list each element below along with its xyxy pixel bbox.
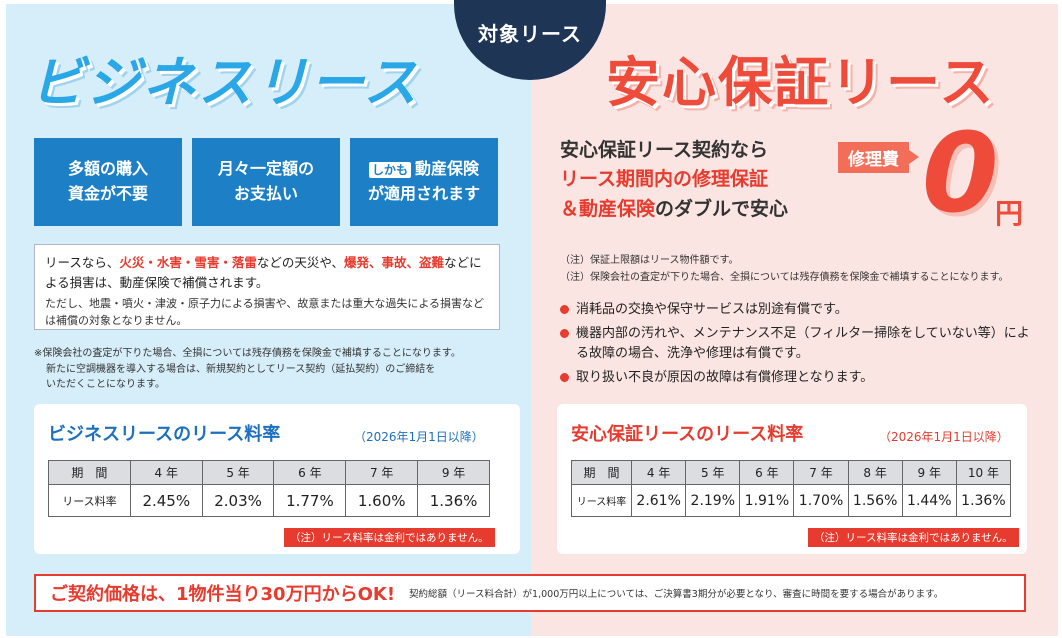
contract-price-note: 契約総額（リース料合計）が1,000万円以上については、ご決算書3期分が必要とな… bbox=[409, 589, 944, 600]
anshin-conditions-list: 消耗品の交換や保守サービスは別途有償です。 機器内部の汚れや、メンテナンス不足（… bbox=[560, 300, 1030, 393]
anshin-rate-table: 期 間 4 年 5 年 6 年 7 年 8 年 9 年 10 年 リース料率 2… bbox=[570, 460, 1012, 517]
anshin-lease-title: 安心保証リース bbox=[606, 51, 996, 114]
business-rate-title: ビジネスリースのリース料率 bbox=[48, 424, 281, 445]
list-item: 取り扱い不良が原因の故障は有償修理となります。 bbox=[560, 368, 1030, 388]
anshin-rate-card: 安心保証リースのリース料率 （2026年1月1日以降） 期 間 4 年 5 年 … bbox=[557, 404, 1027, 554]
business-rate-date: （2026年1月1日以降） bbox=[354, 430, 484, 444]
repair-cost-tag: 修理費 bbox=[838, 142, 919, 173]
feature-box-no-capital: 多額の購入 資金が不要 bbox=[34, 138, 182, 226]
anshin-rate-title: 安心保証リースのリース料率 bbox=[571, 424, 804, 445]
business-rate-table: 期 間 4 年 5 年 6 年 7 年 9 年 リース料率 2.45% 2.03… bbox=[48, 460, 490, 517]
shikamo-tag: しかも bbox=[368, 162, 411, 179]
table-row: リース料率 2.45% 2.03% 1.77% 1.60% 1.36% bbox=[48, 484, 490, 517]
anshin-rate-date: （2026年1月1日以降） bbox=[879, 430, 1009, 444]
business-rate-note: （注）リース料率は金利ではありません。 bbox=[284, 528, 495, 547]
feature-box-insurance: しかも 動産保険 が適用されます bbox=[350, 138, 498, 226]
list-item: 機器内部の汚れや、メンテナンス不足（フィルター掃除をしていない等）による故障の場… bbox=[560, 324, 1030, 364]
anshin-headline: 安心保証リース契約なら リース期間内の修理保証 ＆動産保険のダブルで安心 bbox=[560, 139, 789, 220]
business-rate-card: ビジネスリースのリース料率 （2026年1月1日以降） 期 間 4 年 5 年 … bbox=[34, 404, 520, 554]
right-footnotes: （注）保証上限額はリース物件額です。 （注）保険会社の査定が下りた場合、全損につ… bbox=[560, 255, 1009, 283]
table-row: リース料率 2.61% 2.19% 1.91% 1.70% 1.56% 1.44… bbox=[570, 484, 1012, 517]
business-lease-title: ビジネスリース bbox=[30, 51, 420, 114]
feature-boxes: 多額の購入 資金が不要 月々一定額の お支払い しかも 動産保険 が適用されます bbox=[34, 138, 498, 226]
list-item: 消耗品の交換や保守サービスは別途有償です。 bbox=[560, 300, 1030, 320]
contract-price-text: ご契約価格は、1物件当り30万円からOK! bbox=[50, 584, 396, 605]
yen-unit: 円 bbox=[995, 197, 1024, 230]
anshin-rate-note: （注）リース料率は金利ではありません。 bbox=[808, 528, 1019, 547]
badge-label: 対象リース bbox=[478, 22, 582, 46]
insurance-info-box: リースなら、火災・水害・雪害・落雷などの天災や、爆発、事故、盗難などによる損害は… bbox=[34, 244, 500, 330]
zero-yen-number: 0 bbox=[922, 109, 999, 237]
table-header-row: 期 間 4 年 5 年 6 年 7 年 8 年 9 年 10 年 bbox=[570, 460, 1012, 485]
table-header-row: 期 間 4 年 5 年 6 年 7 年 9 年 bbox=[48, 460, 490, 485]
insurance-exclusion-text: ただし、地震・噴火・津波・原子力による損害や、故意または重大な過失による損害など… bbox=[45, 297, 485, 328]
left-footnote: ※保険会社の査定が下りた場合、全損については残存債務を保険金で補填することになり… bbox=[34, 348, 461, 390]
contract-price-banner: ご契約価格は、1物件当り30万円からOK! 契約総額（リース料合計）が1,000… bbox=[34, 574, 1026, 612]
feature-box-fixed-payment: 月々一定額の お支払い bbox=[192, 138, 340, 226]
